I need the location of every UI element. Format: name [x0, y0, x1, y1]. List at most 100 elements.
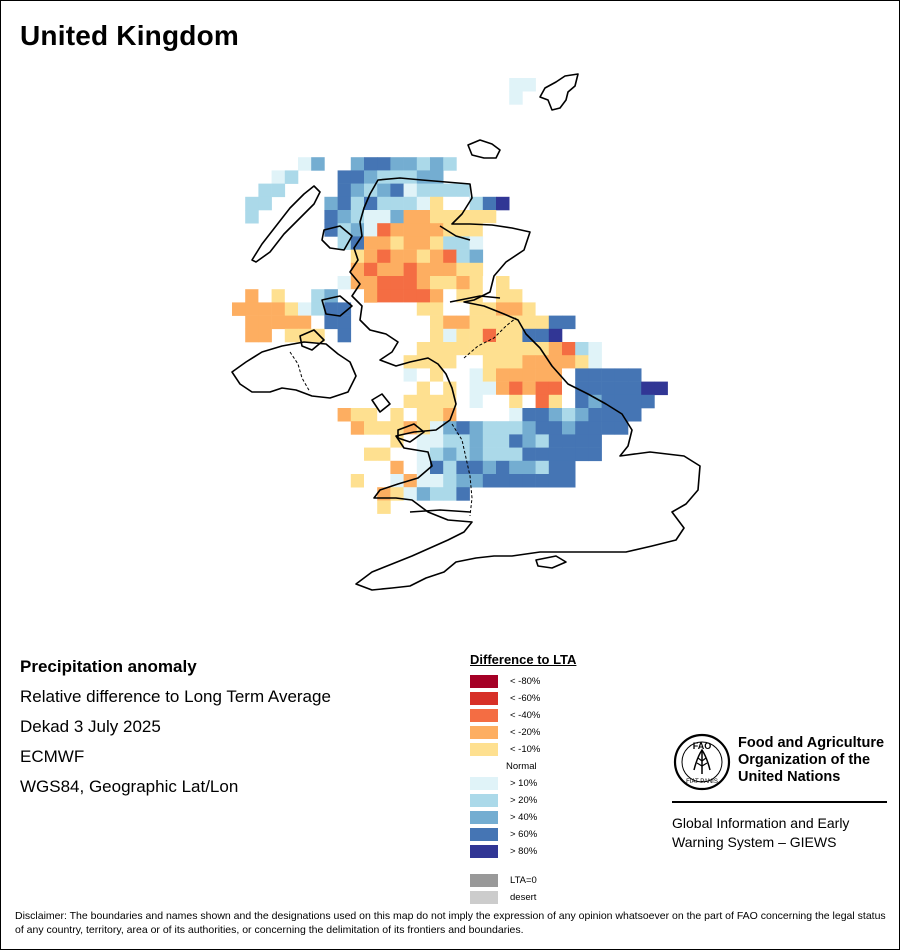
anomaly-cell	[482, 368, 497, 382]
anomaly-cell	[469, 262, 484, 277]
anomaly-cell	[350, 421, 365, 435]
anomaly-cell	[416, 487, 431, 501]
anomaly-cell	[443, 487, 457, 501]
anomaly-cell	[496, 342, 510, 356]
anomaly-cell	[390, 196, 404, 211]
logo-divider	[672, 801, 887, 803]
anomaly-cell	[509, 447, 523, 462]
anomaly-cell	[416, 249, 431, 264]
anomaly-cell	[337, 276, 352, 290]
anomaly-cell	[377, 170, 391, 184]
anomaly-cell	[496, 381, 510, 396]
anomaly-cell	[575, 408, 589, 422]
anomaly-cell	[575, 447, 589, 462]
anomaly-cell	[311, 289, 325, 303]
anomaly-cell	[496, 421, 510, 435]
legend-swatch	[470, 794, 498, 807]
anomaly-cell	[258, 183, 272, 198]
anomaly-cell	[364, 157, 378, 171]
anomaly-cell	[443, 196, 457, 211]
anomaly-cell	[377, 262, 391, 277]
anomaly-cell	[469, 394, 484, 409]
anomaly-cell	[496, 408, 510, 422]
anomaly-cell	[364, 460, 378, 475]
anomaly-cell	[443, 157, 457, 171]
anomaly-cell	[588, 381, 602, 396]
anomaly-cell	[403, 447, 418, 462]
anomaly-cell	[416, 381, 431, 396]
anomaly-cell	[522, 460, 536, 475]
anomaly-cell	[548, 342, 563, 356]
anomaly-cell	[284, 328, 299, 343]
anomaly-cell	[562, 355, 576, 369]
anomaly-cell	[443, 210, 457, 224]
anomaly-cell	[548, 315, 563, 330]
anomaly-cell	[482, 196, 497, 211]
legend-label: > 80%	[510, 846, 538, 857]
anomaly-cell	[403, 487, 418, 501]
anomaly-cell	[337, 170, 352, 184]
anomaly-cell	[377, 183, 391, 198]
anomaly-cell	[416, 342, 431, 356]
anomaly-cell	[311, 328, 325, 343]
anomaly-cell	[416, 315, 431, 330]
anomaly-cell	[509, 368, 523, 382]
anomaly-cell	[456, 381, 470, 396]
anomaly-cell	[416, 355, 431, 369]
anomaly-cell	[430, 236, 444, 250]
anomaly-cell	[430, 342, 444, 356]
anomaly-cell	[469, 315, 484, 330]
anomaly-cell	[258, 289, 272, 303]
anomaly-cell	[271, 183, 286, 198]
anomaly-cell	[430, 394, 444, 409]
anomaly-cell	[390, 210, 404, 224]
legend-swatch	[470, 828, 498, 841]
anomaly-cell	[337, 196, 352, 211]
anomaly-cell	[588, 355, 602, 369]
anglesey-coastline	[397, 423, 425, 443]
anomaly-cell	[245, 315, 259, 330]
anomaly-cell	[443, 328, 457, 343]
anomaly-cell	[443, 434, 457, 448]
anomaly-cell	[443, 276, 457, 290]
orkney-coastline	[467, 139, 501, 159]
anomaly-cell	[324, 302, 338, 316]
anomaly-cell	[469, 249, 484, 264]
anomaly-cell	[390, 421, 404, 435]
hebrides-coastline	[251, 185, 321, 263]
anomaly-cell	[350, 157, 365, 171]
scotland-england-border	[463, 317, 517, 359]
anomaly-cell	[337, 183, 352, 198]
anomaly-cell	[456, 355, 470, 369]
anomaly-cell	[232, 302, 246, 316]
anomaly-cell	[496, 368, 510, 382]
anomaly-cell	[271, 302, 286, 316]
anomaly-cell	[403, 170, 418, 184]
anomaly-cell	[496, 447, 510, 462]
anomaly-cell	[416, 262, 431, 277]
legend-swatch	[470, 811, 498, 824]
anomaly-cell	[588, 421, 602, 435]
anomaly-cell	[509, 78, 523, 92]
anomaly-cell	[641, 394, 655, 409]
anomaly-cell	[469, 447, 484, 462]
anomaly-cell	[469, 276, 484, 290]
fao-organization-name: Food and Agriculture Organization of the…	[738, 735, 898, 786]
anomaly-cell	[482, 302, 497, 316]
anomaly-cell	[430, 223, 444, 237]
anomaly-cell	[522, 78, 536, 92]
anomaly-cell	[562, 408, 576, 422]
anomaly-cell	[482, 381, 497, 396]
anomaly-cell	[482, 210, 497, 224]
map-info-panel: Precipitation anomaly Relative differenc…	[20, 656, 331, 806]
anomaly-cell	[535, 474, 550, 488]
anomaly-cell	[562, 460, 576, 475]
anomaly-cell	[575, 368, 589, 382]
anomaly-cell	[482, 460, 497, 475]
skye-coastline	[321, 225, 353, 251]
anomaly-cell	[509, 460, 523, 475]
anomaly-cell	[390, 460, 404, 475]
anomaly-cell	[522, 342, 536, 356]
anomaly-cell	[324, 289, 338, 303]
anomaly-cell	[403, 223, 418, 237]
